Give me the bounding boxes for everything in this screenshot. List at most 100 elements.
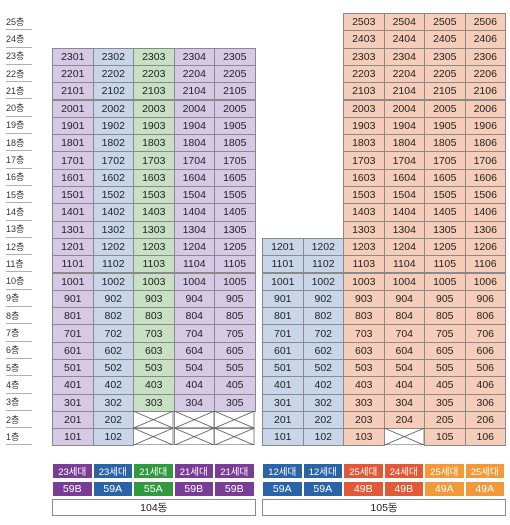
unit-cell[interactable]: 1205 [214,237,256,257]
unit-cell[interactable]: 106 [464,428,506,447]
unit-cell[interactable]: 1103 [343,255,385,274]
unit-cell[interactable]: 1905 [214,116,256,136]
unit-cell[interactable]: 903 [343,289,385,309]
unit-cell[interactable]: 2105 [424,82,466,101]
unit-cell[interactable]: 1706 [464,151,506,170]
unit-cell[interactable]: 1203 [343,237,385,257]
unit-cell[interactable]: 1501 [52,186,94,205]
unit-cell[interactable]: 1302 [92,220,134,239]
unit-cell[interactable]: 1902 [92,116,134,136]
unit-cell[interactable]: 1006 [464,272,506,291]
unit-cell[interactable]: 904 [383,289,425,309]
unit-cell[interactable]: 503 [133,359,175,378]
unit-cell[interactable]: 2103 [343,82,385,101]
unit-cell[interactable]: 805 [214,307,256,326]
unit-cell[interactable]: 2203 [133,64,175,84]
unit-cell[interactable]: 2003 [343,99,385,118]
unit-cell[interactable]: 903 [133,289,175,309]
unit-cell[interactable]: 902 [92,289,134,309]
unit-cell[interactable]: 2404 [383,30,425,49]
unit-cell[interactable]: 1404 [173,203,215,222]
unit-cell[interactable]: 1601 [52,168,94,187]
unit-cell[interactable]: 202 [92,410,134,430]
unit-cell[interactable]: 205 [424,410,466,430]
unit-cell[interactable]: 604 [383,341,425,360]
unit-cell[interactable]: 101 [262,428,304,447]
unit-cell[interactable]: 1402 [92,203,134,222]
unit-cell[interactable]: 1604 [173,168,215,187]
unit-cell[interactable]: 605 [214,341,256,360]
unit-cell[interactable]: 1003 [343,272,385,291]
unit-cell[interactable]: 2205 [214,64,256,84]
unit-cell[interactable]: 1101 [52,255,94,274]
unit-cell[interactable]: 1301 [52,220,94,239]
unit-cell[interactable]: 1005 [214,272,256,291]
unit-cell[interactable]: 2102 [92,82,134,101]
unit-cell[interactable]: 504 [173,359,215,378]
unit-cell[interactable]: 1104 [173,255,215,274]
unit-cell[interactable]: 305 [424,393,466,412]
unit-cell[interactable]: 603 [133,341,175,360]
unit-cell[interactable]: 1306 [464,220,506,239]
unit-cell[interactable]: 2204 [173,64,215,84]
unit-cell[interactable]: 2503 [343,13,385,32]
unit-cell[interactable]: 1204 [383,237,425,257]
unit-cell[interactable]: 1703 [133,151,175,170]
unit-cell[interactable]: 301 [262,393,304,412]
unit-cell[interactable]: 702 [302,324,344,343]
unit-cell[interactable]: 602 [302,341,344,360]
unit-cell[interactable]: 405 [424,376,466,395]
unit-cell[interactable]: 103 [343,428,385,447]
unit-cell[interactable]: 2504 [383,13,425,32]
unit-cell[interactable]: 603 [343,341,385,360]
unit-cell[interactable]: 504 [383,359,425,378]
unit-cell[interactable]: 404 [383,376,425,395]
unit-cell[interactable]: 1904 [173,116,215,136]
unit-cell[interactable]: 2302 [92,47,134,66]
unit-cell[interactable]: 1206 [464,237,506,257]
unit-cell[interactable]: 302 [302,393,344,412]
unit-cell[interactable]: 1205 [424,237,466,257]
unit-cell[interactable]: 705 [424,324,466,343]
unit-cell[interactable]: 1403 [133,203,175,222]
unit-cell[interactable]: 906 [464,289,506,309]
unit-cell[interactable]: 805 [424,307,466,326]
unit-cell[interactable]: 801 [52,307,94,326]
unit-cell[interactable]: 2304 [173,47,215,66]
unit-cell[interactable]: 1906 [464,116,506,136]
unit-cell[interactable]: 1804 [173,134,215,153]
unit-cell[interactable]: 703 [133,324,175,343]
unit-cell[interactable]: 201 [262,410,304,430]
unit-cell[interactable]: 1606 [464,168,506,187]
unit-cell[interactable]: 604 [173,341,215,360]
unit-cell[interactable]: 1502 [92,186,134,205]
unit-cell[interactable]: 1103 [133,255,175,274]
unit-cell[interactable]: 1102 [92,255,134,274]
unit-cell[interactable]: 1201 [262,237,304,257]
unit-cell[interactable]: 1503 [133,186,175,205]
unit-cell[interactable]: 2202 [92,64,134,84]
unit-cell[interactable]: 206 [464,410,506,430]
unit-cell[interactable]: 304 [173,393,215,412]
unit-cell[interactable]: 1505 [214,186,256,205]
unit-cell[interactable]: 2406 [464,30,506,49]
unit-cell[interactable]: 1202 [302,237,344,257]
unit-cell[interactable]: 1405 [214,203,256,222]
unit-cell[interactable]: 2506 [464,13,506,32]
unit-cell[interactable]: 1101 [262,255,304,274]
unit-cell[interactable]: 802 [302,307,344,326]
unit-cell[interactable]: 1602 [92,168,134,187]
unit-cell[interactable]: 1604 [383,168,425,187]
unit-cell[interactable]: 1106 [464,255,506,274]
unit-cell[interactable]: 2105 [214,82,256,101]
unit-cell[interactable]: 803 [133,307,175,326]
unit-cell[interactable]: 901 [262,289,304,309]
unit-cell[interactable]: 1204 [173,237,215,257]
unit-cell[interactable]: 201 [52,410,94,430]
unit-cell[interactable]: 804 [383,307,425,326]
unit-cell[interactable]: 1505 [424,186,466,205]
unit-cell[interactable]: 1901 [52,116,94,136]
unit-cell[interactable]: 204 [383,410,425,430]
unit-cell[interactable]: 1904 [383,116,425,136]
unit-cell[interactable]: 706 [464,324,506,343]
